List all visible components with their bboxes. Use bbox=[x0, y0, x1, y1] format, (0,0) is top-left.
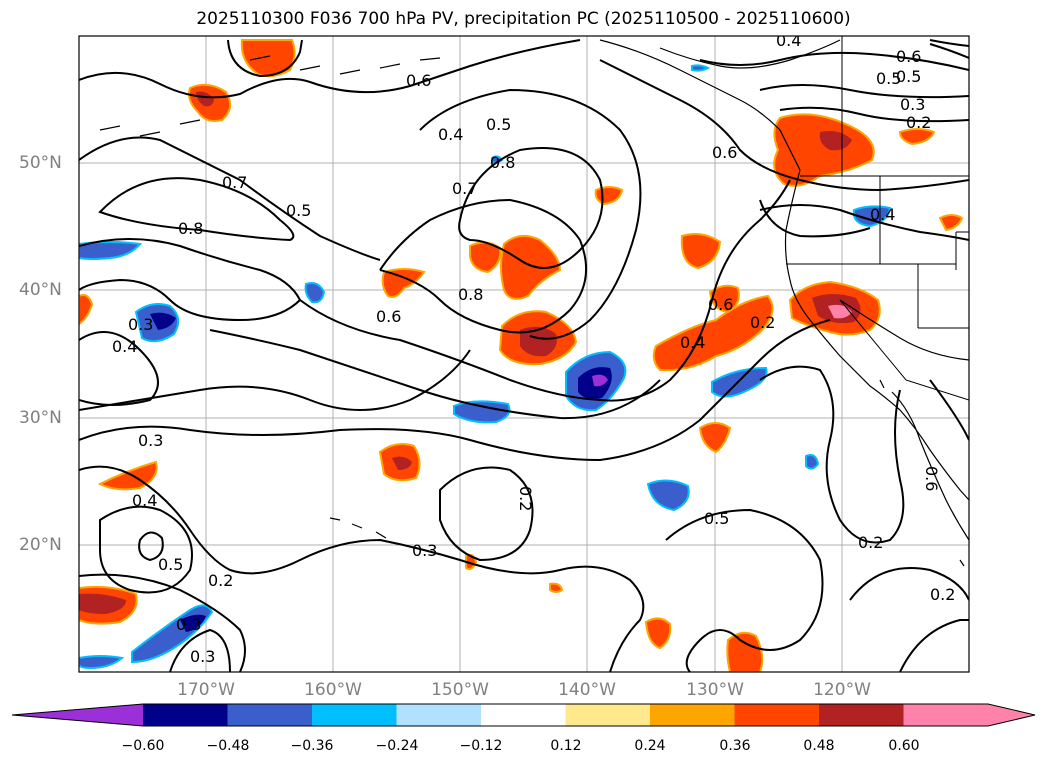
contour-label: 0.2 bbox=[858, 533, 883, 552]
colorbar-tick-label: 0.24 bbox=[634, 738, 666, 754]
lat-label-20n: 20°N bbox=[19, 535, 62, 555]
contour-label: 0.6 bbox=[708, 295, 733, 314]
contour-label: 0.7 bbox=[452, 179, 477, 198]
contour-label: 0.4 bbox=[132, 491, 157, 510]
lat-label-50n: 50°N bbox=[19, 153, 62, 173]
contour-label: 0.6 bbox=[896, 47, 921, 66]
colorbar-extend-right bbox=[988, 704, 1035, 726]
political-borders bbox=[786, 36, 969, 401]
lon-label-130w: 130°W bbox=[686, 680, 744, 700]
lon-label-140w: 140°W bbox=[558, 680, 616, 700]
contour-label: 0.2 bbox=[750, 313, 775, 332]
contour-label: 0.3 bbox=[138, 431, 163, 450]
colorbar-segment bbox=[481, 704, 566, 726]
contour-label: 0.4 bbox=[112, 337, 137, 356]
contour-label: 0.3 bbox=[128, 315, 153, 334]
colorbar-segment bbox=[650, 704, 735, 726]
pv-contours bbox=[79, 39, 969, 672]
contour-label: 0.8 bbox=[490, 153, 515, 172]
colorbar-segment bbox=[819, 704, 904, 726]
contour-label: 0.7 bbox=[222, 173, 247, 192]
lon-label-150w: 150°W bbox=[431, 680, 489, 700]
colorbar-extend-left bbox=[12, 704, 143, 726]
contour-label: 0.4 bbox=[776, 31, 801, 50]
contour-labels: 0.4 0.6 0.5 0.6 0.4 0.5 0.8 0.7 0.7 0.5 … bbox=[112, 31, 955, 666]
colorbar-segment bbox=[903, 704, 989, 726]
contour-label: 0.4 bbox=[680, 333, 705, 352]
contour-label: 0.4 bbox=[438, 125, 463, 144]
contour-label: 0.6 bbox=[922, 466, 941, 491]
contour-label: 0.2 bbox=[930, 585, 955, 604]
contour-label: 0.8 bbox=[458, 285, 483, 304]
colorbar-segment bbox=[396, 704, 482, 726]
contour-label: 0.5 bbox=[286, 201, 311, 220]
map-title: 2025110300 F036 700 hPa PV, precipitatio… bbox=[196, 9, 851, 29]
contour-label: 0.5 bbox=[158, 555, 183, 574]
colorbar-tick-label: 0.48 bbox=[803, 738, 835, 754]
contour-label: 0.8 bbox=[178, 219, 203, 238]
colorbar-segment bbox=[565, 704, 651, 726]
contour-label: 0.5 bbox=[896, 67, 921, 86]
colorbar-segment bbox=[734, 704, 820, 726]
contour-label: 0.5 bbox=[704, 509, 729, 528]
lon-label-170w: 170°W bbox=[177, 680, 235, 700]
contour-label: 0.5 bbox=[876, 69, 901, 88]
contour-label: 0.2 bbox=[516, 486, 535, 511]
lon-label-160w: 160°W bbox=[304, 680, 362, 700]
colorbar bbox=[11, 703, 1036, 727]
contour-label: 0.3 bbox=[176, 615, 201, 634]
colorbar-tick-label: 0.36 bbox=[719, 738, 751, 754]
lon-label-120w: 120°W bbox=[813, 680, 871, 700]
contour-label: 0.6 bbox=[376, 307, 401, 326]
contour-label: 0.2 bbox=[906, 113, 931, 132]
colorbar-tick-label: 0.12 bbox=[550, 738, 582, 754]
colorbar-segment bbox=[312, 704, 397, 726]
colorbar-tick-label: 0.60 bbox=[888, 738, 920, 754]
colorbar-tick-label: −0.12 bbox=[459, 738, 503, 754]
contour-label: 0.3 bbox=[190, 647, 215, 666]
colorbar-tick-label: −0.36 bbox=[290, 738, 334, 754]
lat-label-40n: 40°N bbox=[19, 280, 62, 300]
colorbar-tick-label: −0.24 bbox=[375, 738, 419, 754]
contour-label: 0.5 bbox=[486, 115, 511, 134]
colorbar-segment bbox=[143, 704, 228, 726]
contour-label: 0.3 bbox=[412, 541, 437, 560]
contour-label: 0.4 bbox=[870, 205, 895, 224]
contour-label: 0.6 bbox=[712, 143, 737, 162]
lat-label-30n: 30°N bbox=[19, 408, 62, 428]
coastlines bbox=[99, 39, 969, 567]
contour-label: 0.2 bbox=[208, 571, 233, 590]
colorbar-outline bbox=[11, 703, 1036, 727]
plot-frame bbox=[78, 35, 970, 673]
contour-label: 0.3 bbox=[900, 95, 925, 114]
colorbar-segment bbox=[227, 704, 313, 726]
colorbar-tick-label: −0.48 bbox=[206, 738, 250, 754]
contour-label: 0.6 bbox=[406, 71, 431, 90]
colorbar-tick-label: −0.60 bbox=[121, 738, 165, 754]
